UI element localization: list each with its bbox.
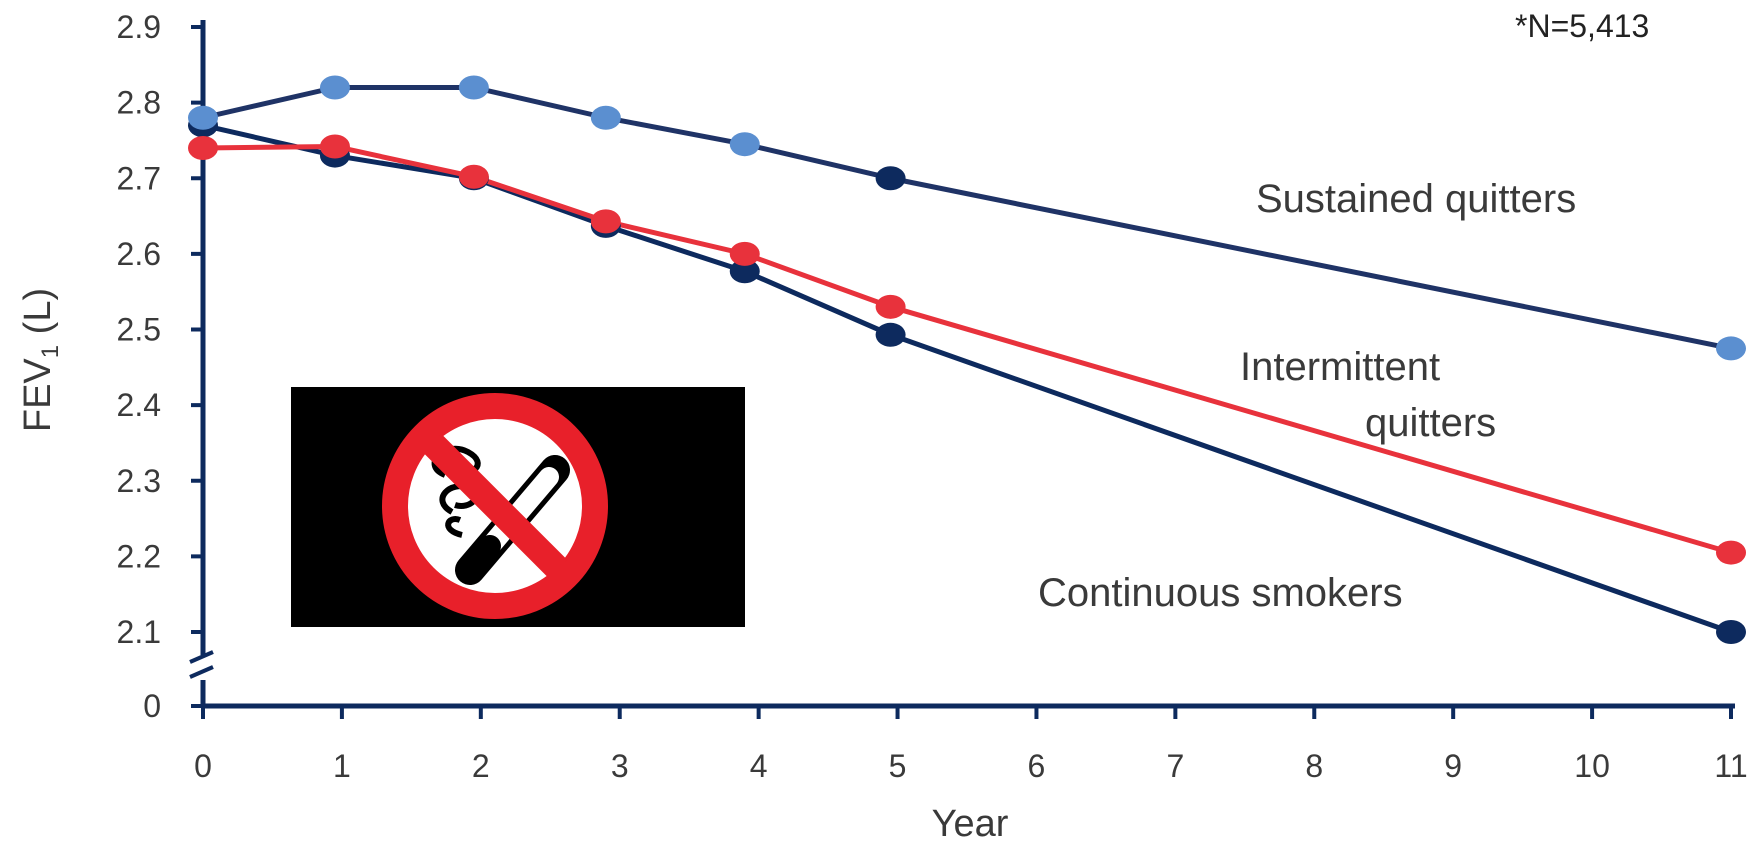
axis-break-mark — [189, 650, 214, 679]
x-tick-label: 0 — [194, 748, 212, 784]
data-point-intermittent-quitters — [875, 294, 906, 319]
y-axis-label-subscript: 1 — [37, 345, 64, 358]
no-smoking-image — [291, 387, 745, 627]
data-point-continuous-smokers — [729, 259, 760, 284]
x-tick-label: 5 — [889, 748, 907, 784]
data-point-intermittent-quitters — [590, 209, 621, 234]
prohibition-slash — [422, 433, 568, 579]
y-axis-ticks: 0 2.1 2.2 2.3 2.4 2.5 2.6 2.7 2.8 2.9 — [117, 9, 203, 724]
data-point-intermittent-quitters — [319, 134, 350, 159]
y-tick-label: 2.4 — [117, 387, 161, 423]
axes: 0 2.1 2.2 2.3 2.4 2.5 2.6 2.7 2.8 2.9 0 1 2 3 4 5 6 7 8 9 1… — [117, 9, 1748, 784]
data-point-intermittent-quitters — [1716, 540, 1746, 565]
y-tick-label: 2.9 — [117, 9, 161, 45]
x-tick-label: 9 — [1444, 748, 1462, 784]
x-tick-label: 6 — [1028, 748, 1046, 784]
x-tick-label: 2 — [472, 748, 490, 784]
data-point-sustained-quitters — [1716, 336, 1746, 361]
y-tick-label: 2.7 — [117, 160, 161, 196]
data-point-sustained-quitters — [458, 75, 489, 100]
y-tick-label: 2.1 — [117, 614, 161, 650]
series-layer — [188, 75, 1746, 644]
x-tick-label: 3 — [611, 748, 629, 784]
y-tick-label: 2.5 — [117, 312, 161, 348]
x-axis-ticks: 0 1 2 3 4 5 6 7 8 9 10 11 — [194, 706, 1748, 784]
data-point-sustained-quitters — [319, 75, 350, 100]
annotation-intermittent-line2: quitters — [1365, 401, 1496, 445]
data-point-intermittent-quitters — [458, 164, 489, 189]
data-point-continuous-smokers — [875, 322, 906, 347]
data-point-intermittent-quitters — [729, 241, 760, 266]
y-tick-label: 2.3 — [117, 463, 161, 499]
data-point-intermittent-quitters — [188, 136, 218, 160]
y-axis-label-unit: (L) — [17, 288, 59, 345]
x-tick-label: 7 — [1166, 748, 1184, 784]
x-tick-label: 4 — [750, 748, 768, 784]
annotation-intermittent-line1: Intermittent — [1240, 345, 1440, 389]
y-axis-label: FEV1 (L) — [17, 288, 64, 432]
y-tick-label: 2.6 — [117, 236, 161, 272]
annotation-continuous-smokers: Continuous smokers — [1038, 571, 1403, 615]
x-tick-label: 10 — [1574, 748, 1610, 784]
y-axis-label-main: FEV — [17, 358, 59, 433]
data-point-sustained-quitters — [590, 105, 621, 130]
x-tick-label: 11 — [1714, 748, 1747, 784]
data-point-continuous-smokers — [1716, 620, 1746, 644]
x-tick-label: 1 — [333, 748, 351, 784]
x-tick-label: 8 — [1305, 748, 1323, 784]
y-tick-label: 2.8 — [117, 85, 161, 121]
x-axis-label: Year — [932, 803, 1009, 843]
data-point-sustained-quitters — [729, 132, 760, 157]
sample-size-note: *N=5,413 — [1515, 8, 1649, 44]
data-point-sustained-quitters — [188, 105, 218, 130]
data-point-sustained-quitters — [875, 166, 906, 191]
y-tick-label: 0 — [143, 688, 161, 724]
y-tick-label: 2.2 — [117, 538, 161, 574]
annotation-sustained-quitters: Sustained quitters — [1256, 177, 1576, 221]
